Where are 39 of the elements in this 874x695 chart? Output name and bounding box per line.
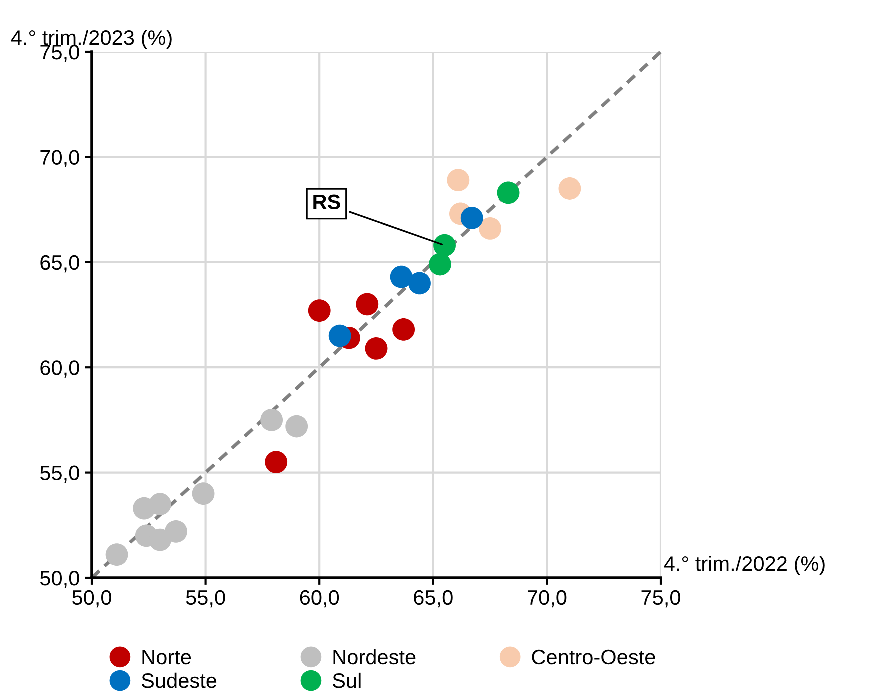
legend-label: Norte <box>142 650 192 665</box>
point <box>286 415 308 438</box>
point <box>149 493 172 516</box>
x-tick-label: 70,0 <box>528 590 567 608</box>
point <box>365 337 388 360</box>
point <box>408 272 431 295</box>
annotation: RS <box>314 194 340 210</box>
y-tick-label: 60,0 <box>40 360 80 378</box>
y-tick-label: 55,0 <box>40 466 80 484</box>
point <box>192 482 215 506</box>
x-tick-label: 75,0 <box>642 590 680 608</box>
point <box>392 318 416 341</box>
legend-label: Nordeste <box>334 649 416 665</box>
point <box>429 253 452 276</box>
point <box>460 207 484 230</box>
point <box>434 234 456 257</box>
x-axis-title: 4.° trim./2022 (%) <box>664 556 825 576</box>
x-tick-label: 65,0 <box>414 590 453 608</box>
point <box>390 266 413 288</box>
x-tick-label: 60,0 <box>300 590 340 608</box>
point <box>260 409 283 432</box>
legend-label: Sul <box>333 672 361 688</box>
point <box>479 218 502 240</box>
legend-label: Centro-Oeste <box>532 650 656 665</box>
y-tick-label: 70,0 <box>40 150 80 168</box>
y-tick-label: 65,0 <box>40 255 80 273</box>
point <box>356 293 379 316</box>
point <box>106 544 128 566</box>
point <box>265 451 288 474</box>
point <box>308 300 331 322</box>
point <box>447 169 470 192</box>
point <box>165 520 188 543</box>
legend-label: Sudeste <box>142 672 217 688</box>
y-tick-label: 50,0 <box>40 571 80 588</box>
point <box>497 182 520 204</box>
x-tick-label: 55,0 <box>186 590 226 608</box>
x-tick-label: 50,0 <box>72 590 112 608</box>
point <box>328 324 352 348</box>
point <box>558 178 582 200</box>
